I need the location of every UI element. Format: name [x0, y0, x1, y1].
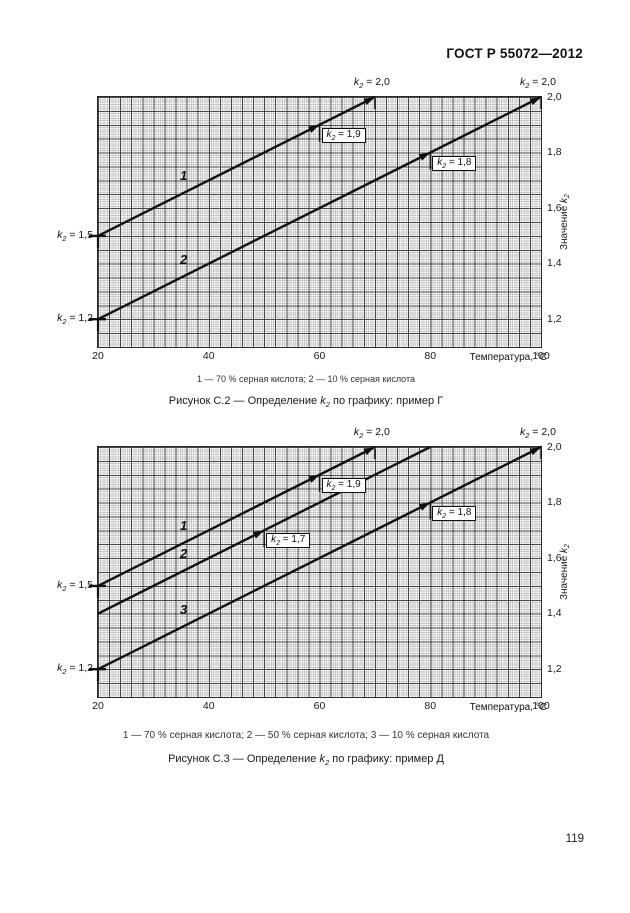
- y-tick-label: 1,2: [547, 312, 562, 325]
- chart-lines-svg: [89, 445, 542, 682]
- series-1-end-arrow: [363, 97, 375, 106]
- y-tick-label: 1,8: [547, 146, 562, 159]
- x-tick-label: 80: [424, 350, 437, 362]
- x-tick-label: 100: [532, 350, 550, 362]
- figure-c3-caption: Рисунок С.3 — Определение k2 по графику:…: [168, 753, 444, 768]
- annotation-arrow: [308, 474, 320, 483]
- y-tick-label: 2,0: [547, 90, 562, 103]
- annotation-label: k2 = 1,8: [432, 505, 477, 521]
- x-tick-label: 80: [424, 700, 437, 712]
- x-tick-label: 100: [532, 700, 550, 712]
- annotation-arrow: [252, 530, 265, 539]
- y-tick-label: 2,0: [547, 440, 562, 453]
- series-1-line: [97, 445, 376, 587]
- start-value-label: k2 = 1,5: [57, 578, 93, 593]
- annotation-arrow: [418, 502, 431, 511]
- figure-c2-legend: 1 — 70 % серная кислота; 2 — 10 % серная…: [196, 374, 416, 384]
- annotation-label: k2 = 1,8: [432, 155, 477, 171]
- start-value-label: k2 = 1,5: [57, 228, 93, 243]
- figure-c3-legend: 1 — 70 % серная кислота; 2 — 50 % серная…: [122, 730, 490, 741]
- x-tick-label: 60: [313, 700, 326, 712]
- series-3-line: [97, 445, 542, 671]
- series-1-line: [97, 95, 376, 237]
- start-value-label: k2 = 1,2: [57, 312, 93, 327]
- annotation-arrow: [418, 152, 431, 161]
- page-number: 119: [565, 833, 584, 845]
- y-tick-label: 1,8: [547, 496, 562, 509]
- end-value-label: k2 = 2,0: [353, 76, 390, 91]
- end-value-label: k2 = 2,0: [520, 426, 556, 441]
- figure-c2-plot-area: Температура, °C Значение k2 20 40 60 80 100 2…: [57, 76, 571, 363]
- series-3-end-arrow: [529, 447, 541, 456]
- x-tick-label: 20: [92, 700, 104, 712]
- y-tick-label: 1,4: [547, 257, 562, 270]
- series-2-line: [97, 445, 431, 615]
- annotation-label: k2 = 1,7: [266, 533, 311, 549]
- y-tick-label: 1,6: [547, 201, 562, 214]
- end-value-label: k2 = 2,0: [353, 426, 390, 441]
- y-tick-label: 1,2: [547, 662, 562, 675]
- series-number-label: 1: [179, 518, 188, 534]
- series-number-label: 1: [179, 168, 188, 184]
- x-tick-label: 20: [92, 350, 104, 362]
- x-axis-label: Температура, °C: [469, 702, 547, 713]
- x-tick-label: 60: [313, 350, 326, 362]
- end-value-label: k2 = 2,0: [520, 76, 556, 91]
- x-tick-label: 40: [202, 350, 215, 362]
- figure-c2-caption: Рисунок С.2 — Определение k2 по графику:…: [168, 395, 444, 410]
- figure-c3-plot-area: Температура, °C Значение k2 20 40 60 80 100 2…: [57, 426, 571, 713]
- annotation-arrow: [308, 124, 320, 133]
- chart-lines-svg: [89, 95, 542, 332]
- document-header: ГОСТ Р 55072—2012: [446, 46, 583, 61]
- series-number-label: 2: [179, 251, 188, 267]
- annotation-label: k2 = 1,9: [321, 127, 366, 143]
- annotation-label: k2 = 1,9: [321, 477, 366, 493]
- series-2-line: [97, 95, 542, 321]
- y-tick-label: 1,4: [547, 607, 562, 620]
- series-number-label: 2: [179, 546, 188, 562]
- series-2-end-arrow: [529, 97, 541, 106]
- x-tick-label: 40: [202, 700, 215, 712]
- series-1-end-arrow: [363, 447, 375, 456]
- start-value-label: k2 = 1,2: [57, 662, 93, 677]
- series-number-label: 3: [179, 601, 188, 617]
- y-tick-label: 1,6: [547, 551, 562, 564]
- x-axis-label: Температура, °C: [469, 352, 547, 363]
